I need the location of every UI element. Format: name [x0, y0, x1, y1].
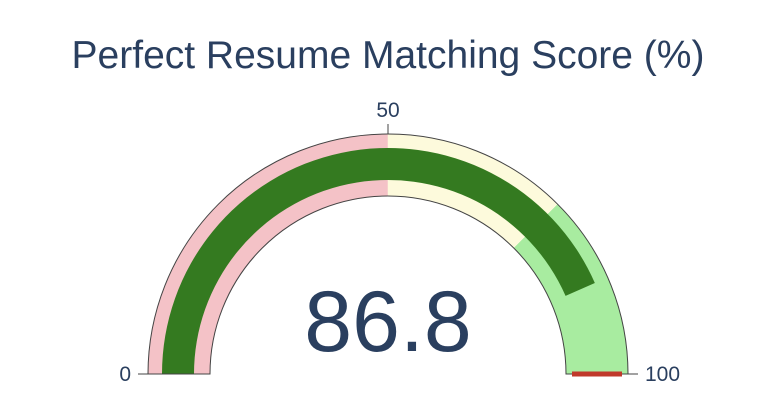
gauge-tick-label-0: 0 [119, 363, 131, 386]
gauge-tick-label-2: 100 [645, 363, 680, 386]
gauge-value-bar [162, 148, 595, 374]
gauge-outline [147, 133, 629, 375]
chart-title: Perfect Resume Matching Score (%) [71, 34, 705, 77]
gauge-value: 86.8 [304, 274, 471, 370]
gauge-tick-label-1: 50 [376, 99, 399, 122]
